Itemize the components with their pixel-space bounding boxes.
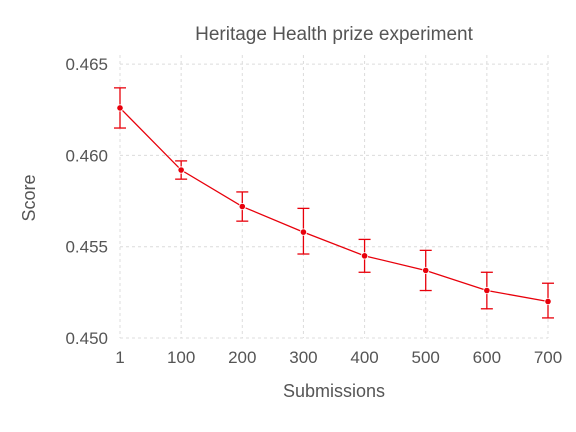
x-tick-label: 500 bbox=[412, 348, 440, 367]
data-point bbox=[423, 267, 429, 273]
x-tick-label: 1 bbox=[115, 348, 124, 367]
x-axis-label: Submissions bbox=[283, 381, 385, 401]
data-point bbox=[484, 287, 490, 293]
y-axis-label: Score bbox=[19, 174, 39, 221]
y-tick-label: 0.465 bbox=[65, 55, 108, 74]
y-tick-label: 0.450 bbox=[65, 329, 108, 348]
y-tick-label: 0.460 bbox=[65, 146, 108, 165]
y-tick-labels: 0.450 0.455 0.460 0.465 bbox=[65, 55, 108, 348]
x-tick-label: 200 bbox=[228, 348, 256, 367]
y-tick-label: 0.455 bbox=[65, 238, 108, 257]
chart-title: Heritage Health prize experiment bbox=[195, 24, 473, 45]
x-tick-label: 700 bbox=[534, 348, 562, 367]
error-bars bbox=[114, 88, 554, 318]
x-tick-label: 600 bbox=[473, 348, 501, 367]
data-point bbox=[300, 229, 306, 235]
series bbox=[117, 105, 551, 305]
x-tick-labels: 1 100 200 300 400 500 600 700 bbox=[115, 348, 562, 367]
data-point bbox=[545, 298, 551, 304]
data-point bbox=[117, 105, 123, 111]
x-tick-label: 100 bbox=[167, 348, 195, 367]
x-tick-label: 300 bbox=[289, 348, 317, 367]
data-point bbox=[178, 167, 184, 173]
x-tick-label: 400 bbox=[350, 348, 378, 367]
grid bbox=[120, 55, 548, 338]
data-point bbox=[361, 253, 367, 259]
data-point bbox=[239, 203, 245, 209]
